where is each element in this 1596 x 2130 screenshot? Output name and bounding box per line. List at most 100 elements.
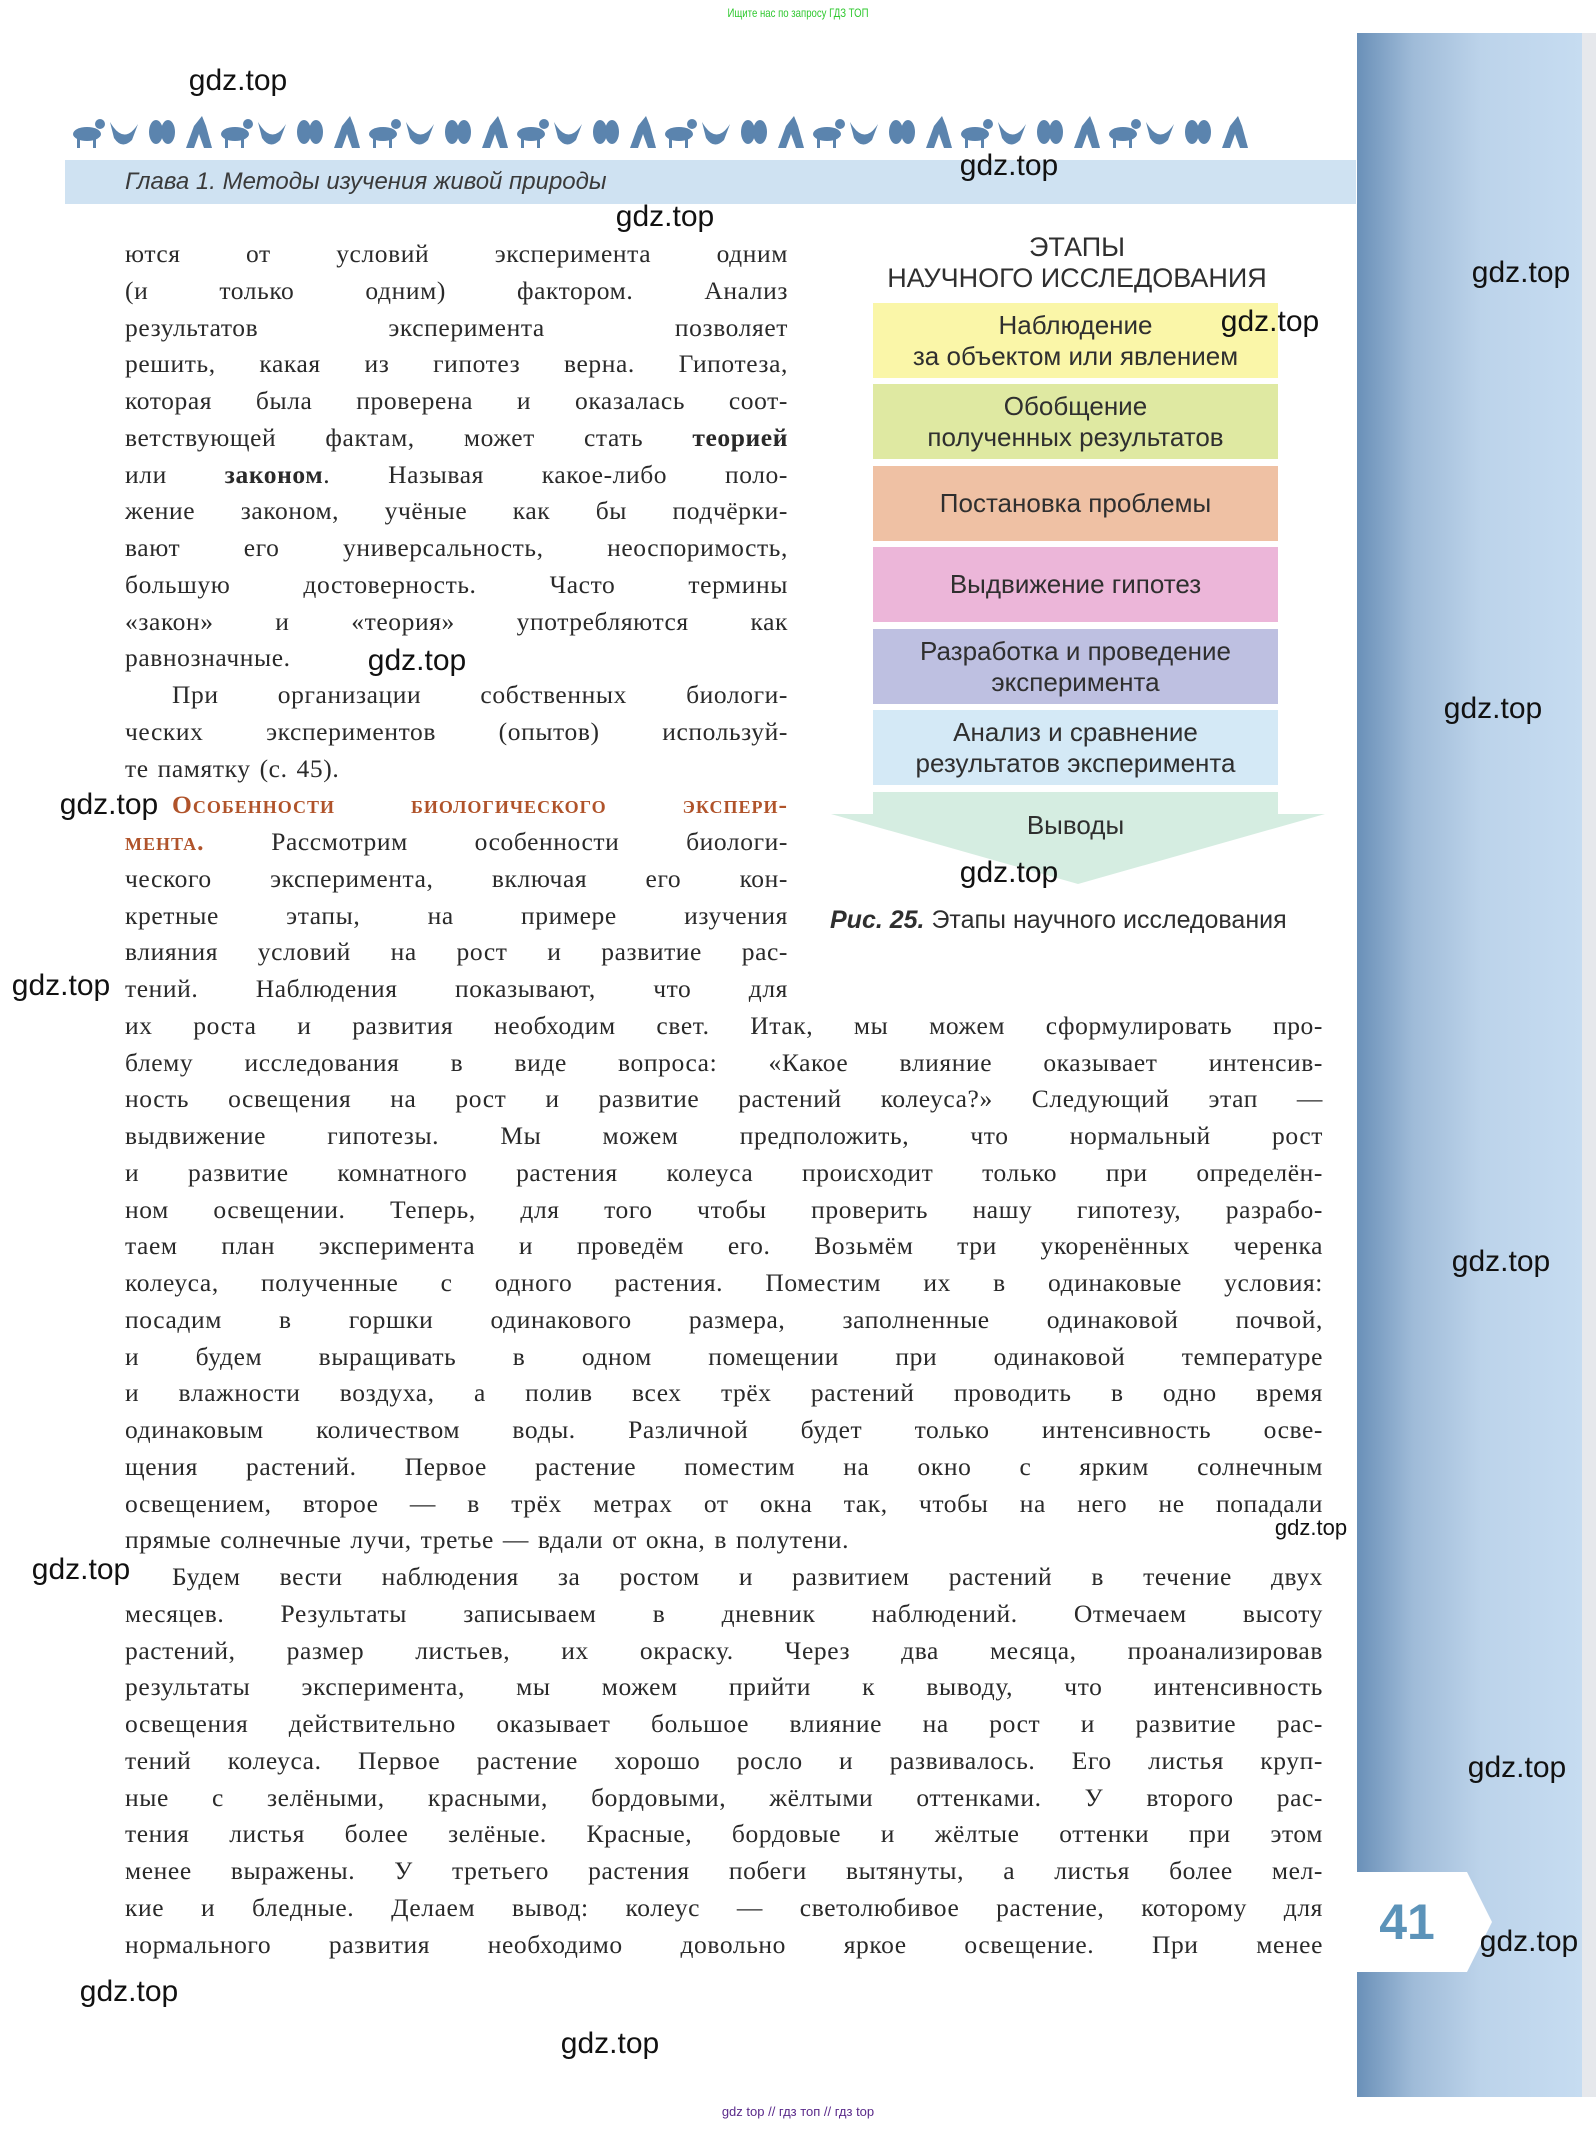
animal-silhouette-icon: [665, 119, 697, 148]
text-segment: влияния условий на рост и развитие рас-: [125, 937, 788, 967]
text-segment: результатов эксперимента позволяет: [125, 312, 788, 342]
watermark: gdz.top: [1274, 1515, 1348, 1540]
text-line: Будем вести наблюдения за ростом и разви…: [172, 1559, 1323, 1595]
diagram-title: ЭТАПЫ НАУЧНОГО ИССЛЕДОВАНИЯ: [830, 232, 1324, 294]
animal-silhouette-icon: [889, 120, 915, 144]
text-segment: посадим в горшки одинакового размера, за…: [125, 1304, 1323, 1334]
text-segment: их роста и развития необходим свет. Итак…: [125, 1010, 1323, 1040]
text-segment: и будем выращивать в одном помещении при…: [125, 1341, 1323, 1371]
watermark: gdz.top: [31, 1553, 131, 1586]
animal-silhouette-icon: [221, 119, 253, 148]
text-line: выдвижение гипотезы. Мы можем предположи…: [125, 1118, 1323, 1154]
animal-silhouettes-decoration: [73, 116, 1248, 148]
text-segment: ном освещении. Теперь, для того чтобы пр…: [125, 1194, 1323, 1224]
animal-silhouette-icon: [186, 116, 212, 148]
stage-box: Наблюдение за объектом или явлением: [873, 303, 1278, 378]
animal-silhouette-icon: [1146, 122, 1174, 145]
animal-silhouette-icon: [554, 122, 582, 145]
watermark: gdz.top: [59, 788, 159, 821]
animal-silhouette-icon: [406, 122, 434, 145]
text-segment: освещением, второе — в трёх метрах от ок…: [125, 1488, 1323, 1518]
text-line: кретные этапы, на примере изучения: [125, 898, 788, 934]
stage-box: Выдвижение гипотез: [873, 547, 1278, 622]
watermark: gdz.top: [1220, 305, 1320, 338]
text-segment: тений. Наблюдения показывают, что для: [125, 974, 788, 1003]
stage-box: Обобщение полученных результатов: [873, 384, 1278, 459]
bold-term: теорией: [692, 422, 788, 452]
animal-silhouette-icon: [149, 120, 175, 144]
text-line: ном освещении. Теперь, для того чтобы пр…: [125, 1192, 1323, 1228]
animal-silhouette-icon: [593, 120, 619, 144]
watermark: gdz.top: [79, 1975, 179, 2008]
animal-silhouette-icon: [258, 122, 286, 145]
animal-silhouette-icon: [630, 116, 656, 148]
text-line: результаты эксперимента, мы можем прийти…: [125, 1669, 1323, 1705]
text-line: колеуса, полученные с одного растения. П…: [125, 1265, 1323, 1301]
animal-silhouette-icon: [517, 119, 549, 148]
conclusion-label: Выводы: [1026, 810, 1125, 840]
section-heading: мента.: [125, 827, 205, 856]
page-edge: [1582, 33, 1596, 2097]
conclusion-arrow: [831, 792, 1325, 884]
text-line: тений колеуса. Первое растение хорошо ро…: [125, 1743, 1323, 1779]
watermark: gdz.top: [11, 969, 111, 1002]
text-segment: те памятку (с. 45).: [125, 753, 340, 783]
text-segment: блему исследования в виде вопроса: «Како…: [125, 1047, 1323, 1077]
text-segment: прямые солнечные лучи, третье — вдали от…: [125, 1525, 850, 1555]
page-number: 41: [1379, 1894, 1435, 1950]
stage-box: Разработка и проведение эксперимента: [873, 629, 1278, 704]
text-line: ветствующей фактам, может стать теорией: [125, 420, 788, 456]
text-segment: вают его универсальность, неоспоримость,: [125, 533, 788, 562]
text-segment: ветствующей фактам, может стать: [125, 422, 693, 452]
text-line: При организации собственных биологи-: [172, 677, 788, 713]
animal-silhouette-icon: [813, 119, 845, 148]
text-segment: ются от условий эксперимента одним: [125, 239, 788, 268]
text-line: освещения действительно оказывает большо…: [125, 1706, 1323, 1742]
watermark: gdz.top: [959, 856, 1059, 889]
text-line: большую достоверность. Часто термины: [125, 567, 788, 603]
animal-silhouette-icon: [778, 116, 804, 148]
watermark: gdz.top: [1471, 256, 1571, 289]
text-line: и будем выращивать в одном помещении при…: [125, 1339, 1323, 1375]
animal-silhouette-icon: [445, 120, 471, 144]
text-segment: и развитие комнатного растения колеуса п…: [125, 1157, 1323, 1187]
search-hint-banner: Ищите нас по запросу ГДЗ ТОП: [727, 6, 869, 20]
text-line: жение законом, учёные как бы подчёрки-: [125, 493, 788, 529]
text-line: и развитие комнатного растения колеуса п…: [125, 1155, 1323, 1191]
text-line: тений. Наблюдения показывают, что для: [125, 971, 788, 1007]
text-line: месяцев. Результаты записываем в дневник…: [125, 1596, 1323, 1632]
animal-silhouette-icon: [73, 119, 105, 148]
text-segment: При организации собственных биологи-: [172, 680, 788, 709]
figure-number: Рис. 25.: [830, 906, 925, 934]
animal-silhouette-icon: [1109, 119, 1141, 148]
animal-silhouette-icon: [1037, 120, 1063, 144]
text-segment: ческих экспериментов (опытов) используй-: [125, 716, 788, 746]
watermark: gdz.top: [560, 2027, 660, 2060]
page-number-tab: [1357, 1872, 1492, 1972]
text-segment: колеуса, полученные с одного растения. П…: [125, 1268, 1323, 1297]
text-line: те памятку (с. 45).: [125, 751, 788, 787]
text-line: результатов эксперимента позволяет: [125, 310, 788, 346]
text-line: решить, какая из гипотез верна. Гипотеза…: [125, 346, 788, 382]
text-line: освещением, второе — в трёх метрах от ок…: [125, 1486, 1323, 1522]
stage-box: Постановка проблемы: [873, 466, 1278, 541]
text-segment: равнозначные.: [125, 643, 291, 673]
text-segment: тения листья более зелёные. Красные, бор…: [125, 1819, 1323, 1849]
text-line: ность освещения на рост и развитие расте…: [125, 1081, 1323, 1117]
watermark: gdz.top: [615, 200, 715, 233]
text-line: одинаковым количеством воды. Различной б…: [125, 1412, 1323, 1448]
text-line: ются от условий эксперимента одним: [125, 236, 788, 272]
text-line: ческого эксперимента, включая его кон-: [125, 861, 788, 897]
text-line: или законом. Называя какое-либо поло-: [125, 457, 788, 493]
stage-box: Анализ и сравнение результатов экспериме…: [873, 710, 1278, 785]
animal-silhouette-icon: [110, 122, 138, 145]
text-line: блему исследования в виде вопроса: «Како…: [125, 1045, 1323, 1081]
watermark: gdz.top: [188, 64, 288, 97]
text-segment: «закон» и «теория» употребляются как: [125, 606, 788, 636]
page-margin-sidebar: [1357, 33, 1582, 2097]
text-line: (и только одним) фактором. Анализ: [125, 273, 788, 309]
animal-silhouette-icon: [369, 119, 401, 148]
text-line: таем план эксперимента и проведём его. В…: [125, 1228, 1323, 1264]
text-segment: . Называя какое-либо поло-: [323, 459, 788, 489]
watermark: gdz.top: [1451, 1245, 1551, 1278]
